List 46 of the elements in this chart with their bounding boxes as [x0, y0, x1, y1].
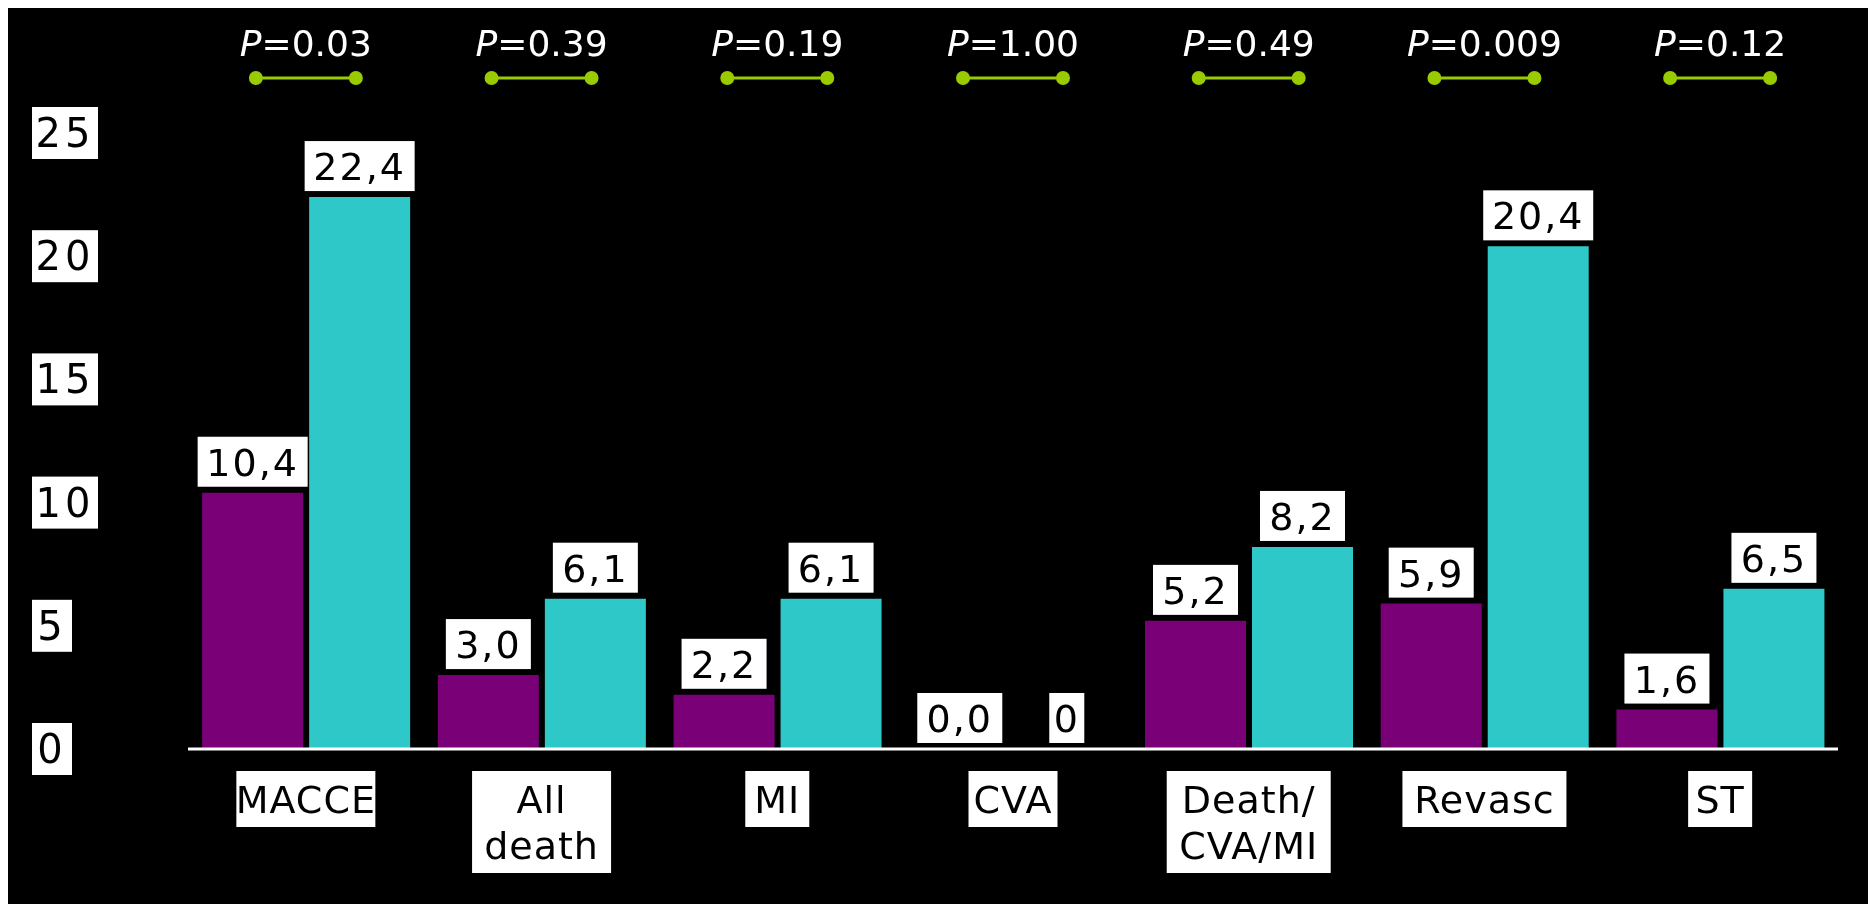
bar — [437, 675, 539, 749]
data-label: 10,4 — [206, 440, 299, 485]
y-tick-label: 10 — [35, 479, 95, 526]
data-label: 6,5 — [1740, 536, 1808, 581]
data-label: 8,2 — [1269, 494, 1336, 539]
text: P=0.03 — [239, 23, 372, 64]
data-label: 0 — [1053, 696, 1080, 741]
y-tick-label: 25 — [35, 110, 95, 156]
bar — [202, 492, 304, 749]
text: P=0.009 — [1406, 23, 1562, 64]
y-tick-label: 5 — [37, 602, 67, 649]
bar — [1616, 709, 1718, 749]
bar — [309, 197, 411, 749]
data-label: 1,6 — [1633, 657, 1701, 702]
text: P=0.12 — [1654, 23, 1787, 64]
data-label: 20,4 — [1491, 194, 1585, 239]
data-label: 5,9 — [1398, 551, 1465, 596]
x-tick-label: Revasc — [1414, 778, 1555, 822]
data-label: 22,4 — [313, 145, 406, 190]
data-label: 3,0 — [455, 623, 522, 668]
data-label: 0,0 — [926, 696, 993, 741]
bar — [673, 694, 775, 749]
x-tick-label: CVA — [973, 778, 1053, 822]
data-label: 6,1 — [562, 546, 629, 591]
x-tick-label: Death/CVA/MI — [1179, 778, 1319, 868]
x-tick-label: MACCE — [235, 778, 376, 822]
bar — [1487, 246, 1589, 749]
bar — [1252, 546, 1353, 749]
y-tick-label: 20 — [35, 233, 95, 280]
x-tick-label: All death — [484, 778, 599, 868]
data-label: 2,2 — [690, 642, 758, 687]
bar — [780, 598, 882, 749]
x-tick-label: MI — [754, 778, 801, 822]
text: P=0.39 — [475, 23, 608, 64]
x-tick-label: ST — [1695, 778, 1745, 822]
bar — [1145, 620, 1246, 749]
data-label: 5,2 — [1162, 568, 1229, 613]
text: P=0.49 — [1182, 23, 1315, 64]
bar — [544, 598, 646, 749]
text: P=0.19 — [711, 23, 844, 64]
y-tick-label: 15 — [35, 356, 95, 403]
y-tick-label: 0 — [37, 726, 67, 772]
data-label: 6,1 — [797, 546, 865, 591]
text: P=1.00 — [946, 23, 1080, 64]
bar — [1380, 603, 1482, 749]
bar — [1723, 588, 1825, 749]
